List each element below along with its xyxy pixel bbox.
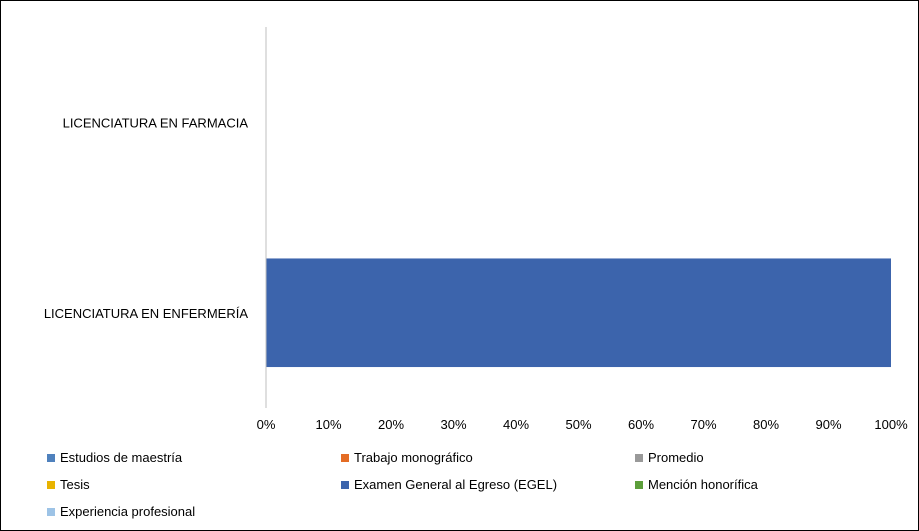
- legend-item: Estudios de maestría: [47, 450, 182, 465]
- legend-item: Experiencia profesional: [47, 504, 195, 519]
- legend-label: Tesis: [60, 477, 90, 492]
- x-tick-label: 100%: [874, 417, 908, 432]
- legend-item: Trabajo monográfico: [341, 450, 473, 465]
- legend-swatch: [47, 507, 55, 516]
- legend-label: Trabajo monográfico: [354, 450, 473, 465]
- legend-label: Experiencia profesional: [60, 504, 196, 519]
- x-tick-label: 90%: [815, 417, 841, 432]
- legend-label: Mención honorífica: [648, 477, 758, 492]
- x-tick-label: 10%: [315, 417, 341, 432]
- x-tick-label: 40%: [503, 417, 529, 432]
- legend-swatch: [341, 453, 349, 462]
- legend-label: Promedio: [648, 450, 704, 465]
- legend-swatch: [47, 480, 55, 489]
- x-tick-label: 60%: [628, 417, 654, 432]
- x-tick-label: 80%: [753, 417, 779, 432]
- category-label: LICENCIATURA EN FARMACIA: [63, 115, 249, 130]
- category-labels: LICENCIATURA EN FARMACIA LICENCIATURA EN …: [44, 115, 249, 321]
- legend-item: Mención honorífica: [635, 477, 758, 492]
- x-tick-labels: 0% 10% 20% 30% 40% 50% 60% 70% 80% 90% 100%: [257, 417, 908, 432]
- legend-swatch: [47, 453, 55, 462]
- legend-item: Promedio: [635, 450, 704, 465]
- legend-swatch: [635, 453, 643, 462]
- legend-item: Tesis: [47, 477, 90, 492]
- legend-label: Examen General al Egreso (EGEL): [354, 477, 558, 492]
- bars-layer: [266, 258, 891, 368]
- legend-swatch: [341, 480, 349, 489]
- legend: Estudios de maestría Trabajo monográfico P…: [0, 446, 919, 531]
- legend-item: Examen General al Egreso (EGEL): [341, 477, 557, 492]
- bar-segment: [266, 258, 891, 368]
- x-tick-label: 70%: [690, 417, 716, 432]
- legend-swatch: [635, 480, 643, 489]
- category-label: LICENCIATURA EN ENFERMERÍA: [44, 306, 249, 321]
- x-tick-label: 30%: [440, 417, 466, 432]
- legend-label: Estudios de maestría: [60, 450, 183, 465]
- x-tick-label: 50%: [565, 417, 591, 432]
- x-tick-label: 20%: [378, 417, 404, 432]
- x-tick-label: 0%: [257, 417, 276, 432]
